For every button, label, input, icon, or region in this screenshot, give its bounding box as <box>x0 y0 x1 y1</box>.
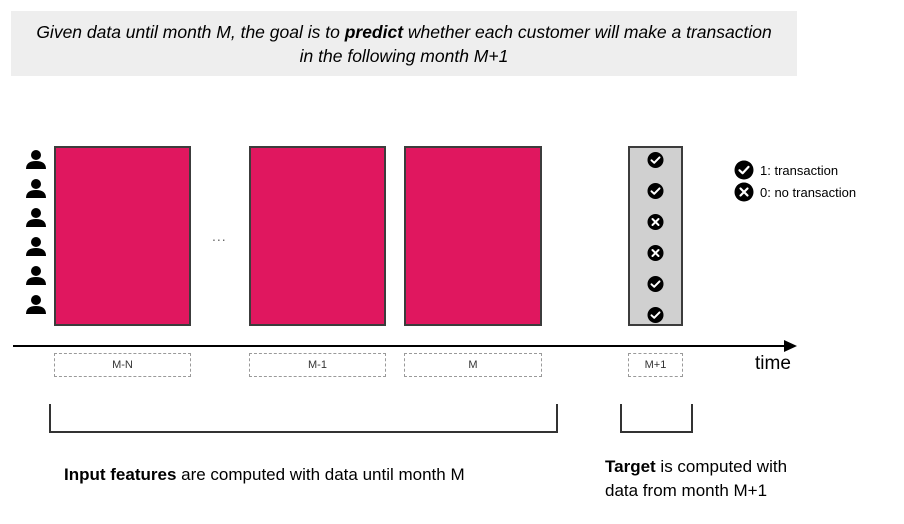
person-icon <box>26 295 46 314</box>
month-block-m-1 <box>249 146 386 326</box>
check-circle-icon <box>647 307 664 323</box>
person-icon <box>26 179 46 198</box>
x-circle-icon <box>647 245 664 261</box>
customer-icons <box>26 150 46 314</box>
input-caption: Input features are computed with data un… <box>64 465 465 484</box>
target-icons <box>647 152 664 323</box>
x-circle-icon <box>647 214 664 230</box>
x-circle-icon <box>734 182 754 202</box>
month-label-m: M <box>404 353 542 377</box>
arrow-head-icon <box>784 340 797 352</box>
month-label-m-plus-1: M+1 <box>628 353 683 377</box>
check-circle-icon <box>647 152 664 168</box>
goal-banner: Given data until month M, the goal is to… <box>11 11 797 76</box>
ellipsis: ... <box>212 228 227 244</box>
person-icon <box>26 266 46 285</box>
legend-negative-label: 0: no transaction <box>760 184 857 200</box>
person-icon <box>26 150 46 169</box>
legend-positive-label: 1: transaction <box>760 162 839 178</box>
person-icon <box>26 208 46 227</box>
check-circle-icon <box>647 183 664 199</box>
input-bracket <box>49 404 558 433</box>
month-label-m-1: M-1 <box>249 353 386 377</box>
check-circle-icon <box>734 160 754 180</box>
month-block-m-n <box>54 146 191 326</box>
target-column <box>628 146 683 326</box>
time-axis <box>13 340 797 352</box>
goal-text: Given data until month M, the goal is to… <box>36 21 772 66</box>
month-label-m-n: M-N <box>54 353 191 377</box>
axis-label: time <box>755 353 791 374</box>
target-bracket <box>620 404 693 433</box>
person-icon <box>26 237 46 256</box>
month-block-m <box>404 146 542 326</box>
legend-negative: 0: no transaction <box>734 182 856 202</box>
target-caption: Target is computed with data from month … <box>605 457 788 500</box>
check-circle-icon <box>647 276 664 292</box>
legend-positive: 1: transaction <box>734 160 838 180</box>
